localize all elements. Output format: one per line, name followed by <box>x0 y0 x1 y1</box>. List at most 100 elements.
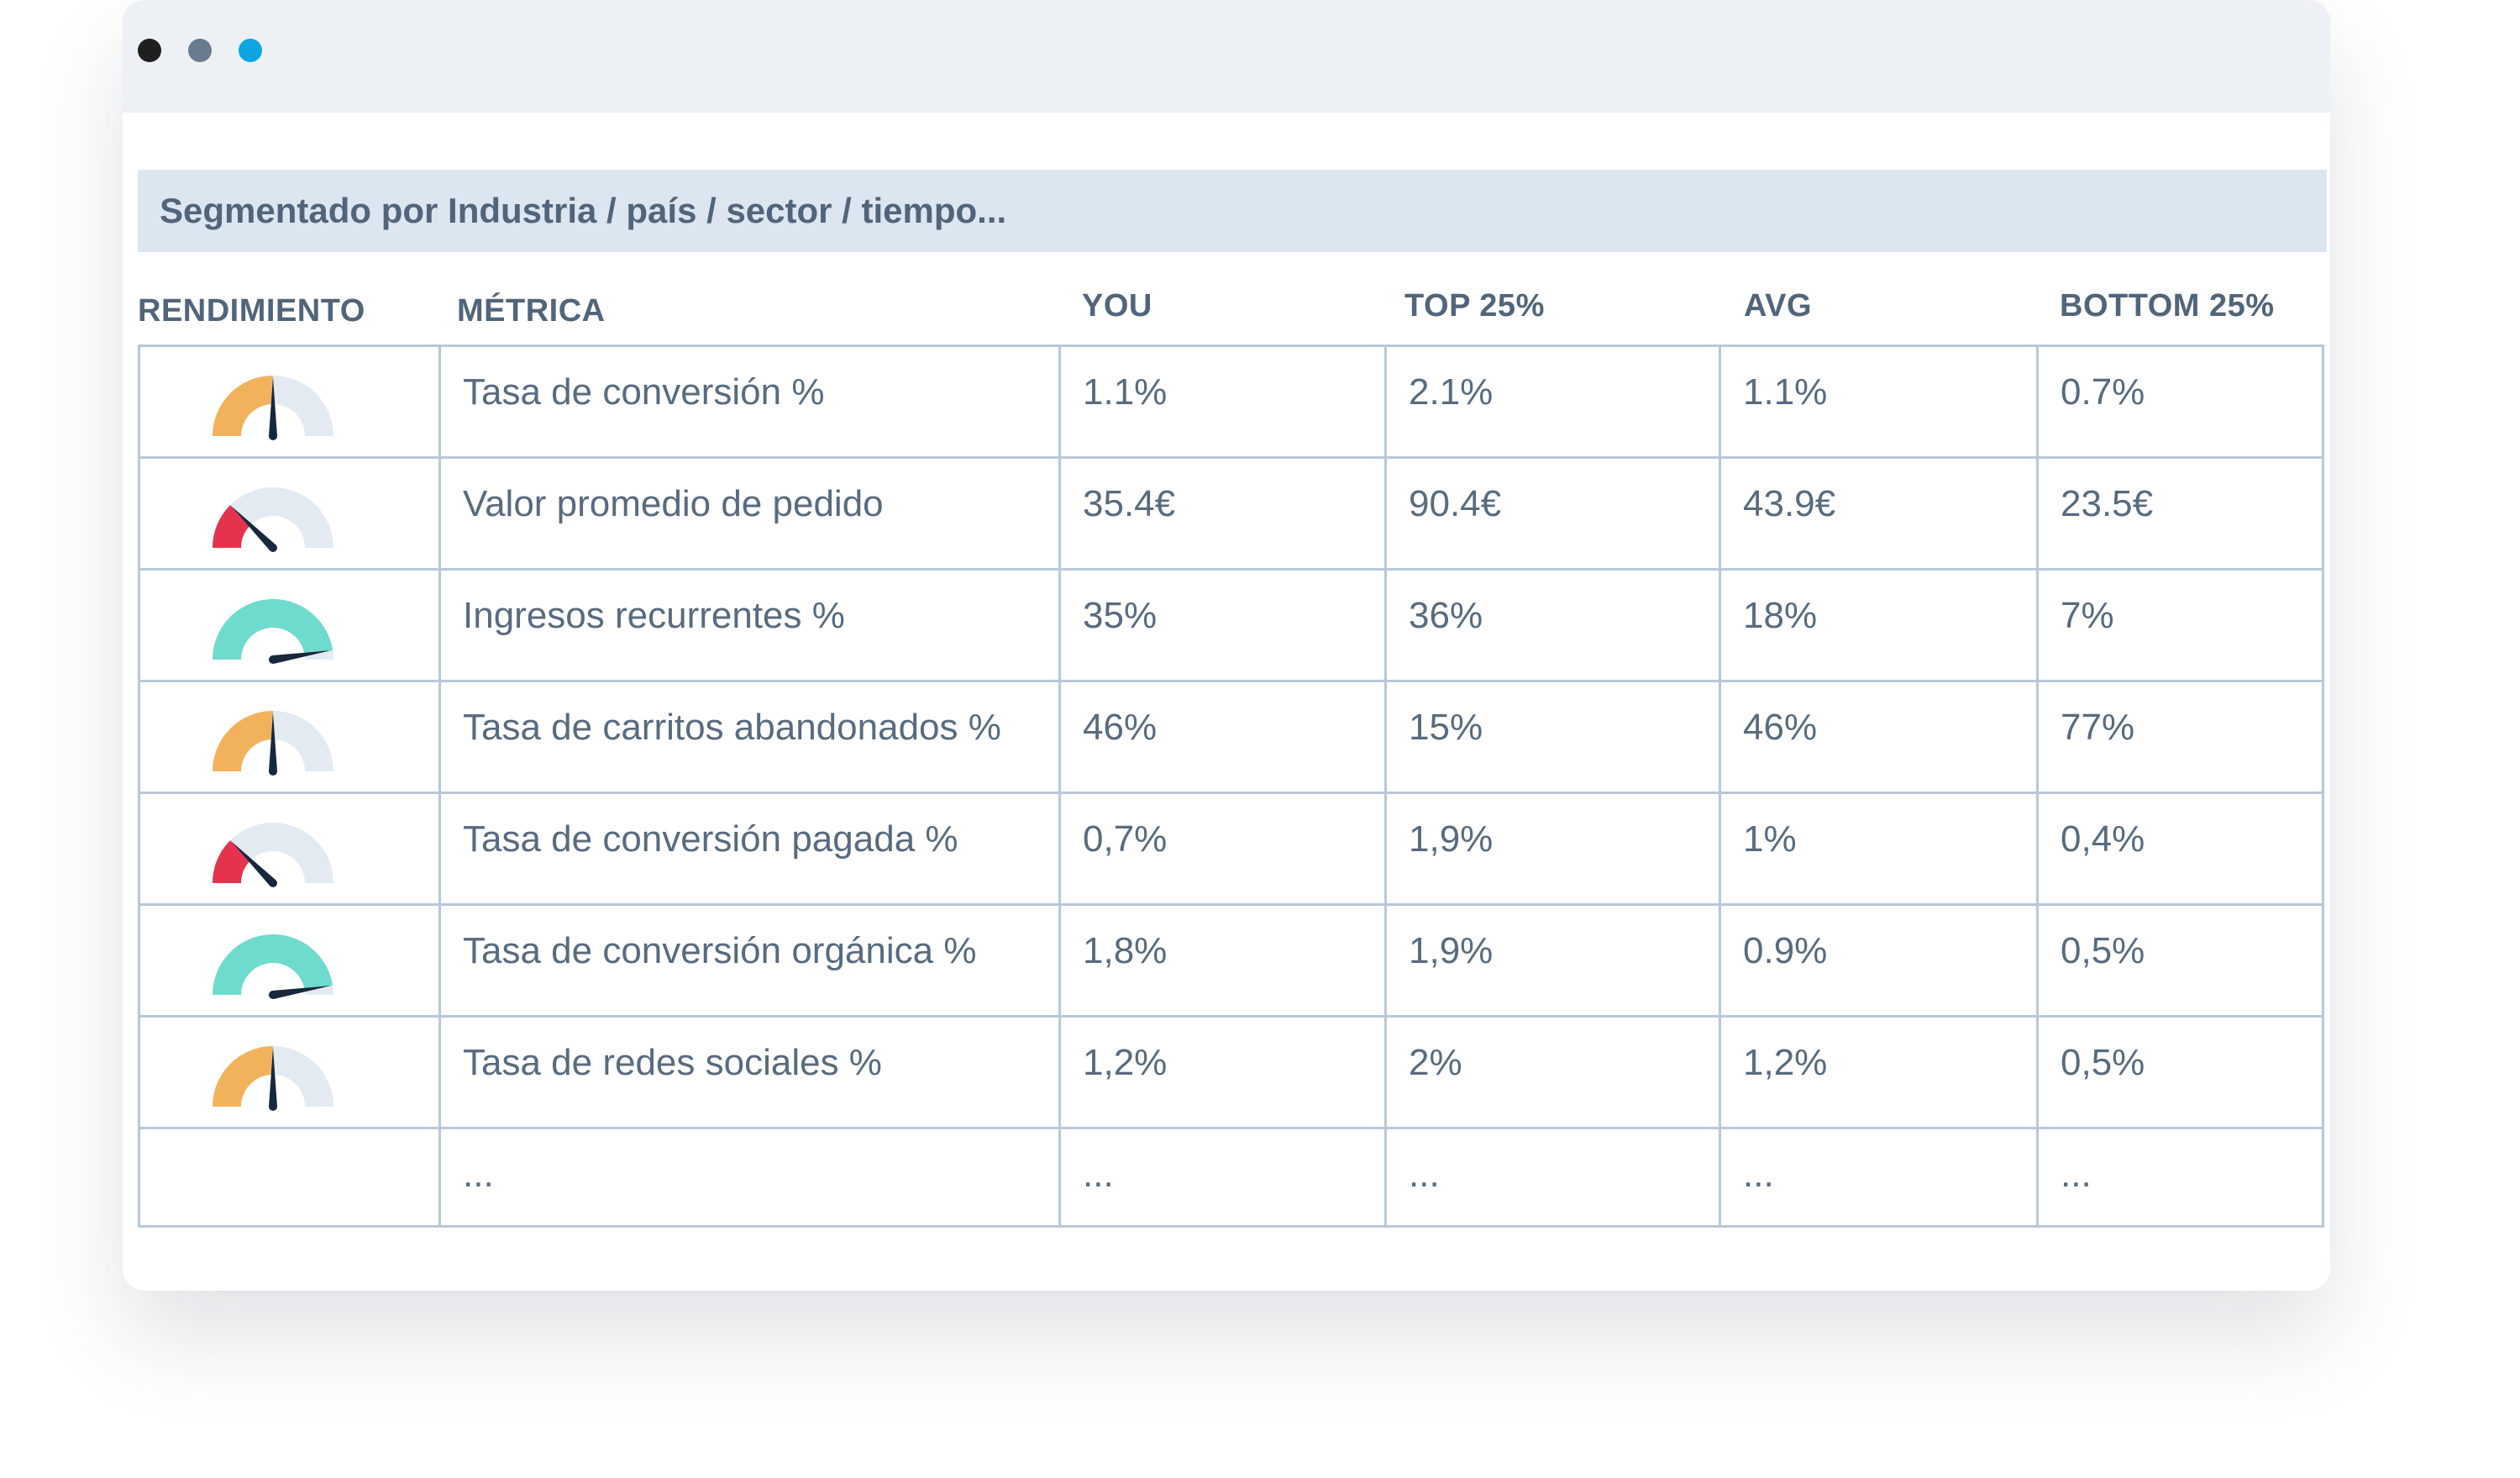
value-top25: 1,9% <box>1409 930 1494 971</box>
value-avg: 18% <box>1743 595 1818 636</box>
metric-label: Tasa de conversión pagada % <box>463 818 958 860</box>
metric-label: Tasa de conversión % <box>463 371 825 413</box>
cell-top25: 2.1% <box>1384 345 1721 459</box>
column-header-you: YOU <box>1082 288 1152 323</box>
value-you: 35.4€ <box>1083 483 1176 524</box>
table-row: Tasa de conversión % 1.1% 2.1% 1.1% 0.7% <box>138 345 2324 459</box>
benchmark-table: Tasa de conversión % 1.1% 2.1% 1.1% 0.7% Val… <box>138 345 2324 1228</box>
cell-metric: Tasa de conversión % <box>438 345 1061 459</box>
cell-avg: 1,2% <box>1719 1015 2039 1129</box>
gauge-icon <box>213 711 333 776</box>
cell-avg: 43.9€ <box>1719 456 2039 571</box>
cell-bottom25: 0,5% <box>2036 903 2324 1018</box>
performance-cell <box>138 903 441 1018</box>
cell-bottom25: 0,5% <box>2036 1015 2324 1129</box>
performance-cell <box>138 568 441 682</box>
value-bottom25: 0.7% <box>2061 371 2145 413</box>
value-top25: ... <box>1409 1154 1440 1195</box>
cell-you: 1,2% <box>1058 1015 1387 1129</box>
window-close-dot-icon[interactable] <box>138 39 161 62</box>
cell-avg: 46% <box>1719 680 2039 794</box>
value-top25: 15% <box>1409 707 1483 748</box>
value-avg: 46% <box>1743 707 1818 748</box>
cell-you: 1.1% <box>1058 345 1387 459</box>
value-avg: 1% <box>1743 818 1797 860</box>
column-header-top25: TOP 25% <box>1404 288 1545 323</box>
value-you: 1.1% <box>1083 371 1168 413</box>
performance-cell <box>138 792 441 906</box>
cell-avg: 18% <box>1719 568 2039 682</box>
performance-cell <box>138 345 441 459</box>
window-minimize-dot-icon[interactable] <box>188 39 212 62</box>
column-header-metrica: MÉTRICA <box>457 293 606 329</box>
cell-bottom25: 7% <box>2036 568 2324 682</box>
cell-metric: ... <box>438 1127 1061 1228</box>
cell-top25: ... <box>1384 1127 1721 1228</box>
performance-cell <box>138 456 441 571</box>
value-bottom25: 0,4% <box>2061 818 2145 860</box>
cell-avg: 0.9% <box>1719 903 2039 1018</box>
cell-bottom25: 23.5€ <box>2036 456 2324 571</box>
cell-metric: Tasa de conversión pagada % <box>438 792 1061 906</box>
value-avg: 0.9% <box>1743 930 1828 971</box>
value-you: 1,8% <box>1083 930 1168 971</box>
table-row: Tasa de redes sociales % 1,2% 2% 1,2% 0,5% <box>138 1015 2324 1129</box>
gauge-icon <box>213 487 333 552</box>
segmentation-banner[interactable]: Segmentado por Industria / país / sector… <box>138 170 2327 252</box>
column-header-rendimiento: RENDIMIENTO <box>138 293 365 329</box>
cell-avg: 1.1% <box>1719 345 2039 459</box>
table-row: Tasa de carritos abandonados % 46% 15% 46% 7… <box>138 680 2324 794</box>
gauge-icon <box>213 376 333 440</box>
cell-top25: 90.4€ <box>1384 456 1721 571</box>
value-avg: 1.1% <box>1743 371 1828 413</box>
value-you: 46% <box>1083 707 1158 748</box>
cell-metric: Tasa de carritos abandonados % <box>438 680 1061 794</box>
value-you: 0,7% <box>1083 818 1168 860</box>
performance-cell <box>138 1127 441 1228</box>
cell-you: 46% <box>1058 680 1387 794</box>
performance-cell <box>138 1015 441 1129</box>
table-row: Ingresos recurrentes % 35% 36% 18% 7% <box>138 568 2324 682</box>
value-you: ... <box>1083 1154 1114 1195</box>
cell-you: 35.4€ <box>1058 456 1387 571</box>
cell-top25: 1,9% <box>1384 903 1721 1018</box>
gauge-icon <box>213 1046 333 1111</box>
value-bottom25: 0,5% <box>2061 1042 2145 1083</box>
cell-bottom25: 0,4% <box>2036 792 2324 906</box>
value-top25: 1,9% <box>1409 818 1494 860</box>
cell-avg: ... <box>1719 1127 2039 1228</box>
cell-bottom25: ... <box>2036 1127 2324 1228</box>
value-bottom25: 7% <box>2061 595 2114 636</box>
table-row: ............... <box>138 1127 2324 1228</box>
column-header-avg: AVG <box>1744 288 1813 323</box>
metric-label: Tasa de carritos abandonados % <box>463 707 1001 748</box>
value-avg: 43.9€ <box>1743 483 1836 524</box>
cell-you: 0,7% <box>1058 792 1387 906</box>
cell-top25: 36% <box>1384 568 1721 682</box>
cell-top25: 1,9% <box>1384 792 1721 906</box>
value-you: 35% <box>1083 595 1158 636</box>
value-bottom25: 0,5% <box>2061 930 2145 971</box>
metric-label: Valor promedio de pedido <box>463 483 884 524</box>
cell-you: ... <box>1058 1127 1387 1228</box>
value-top25: 36% <box>1409 595 1483 636</box>
table-row: Valor promedio de pedido 35.4€ 90.4€ 43.9€ 2… <box>138 456 2324 571</box>
table-row: Tasa de conversión orgánica % 1,8% 1,9% 0.9… <box>138 903 2324 1018</box>
metric-label: Ingresos recurrentes % <box>463 595 845 636</box>
value-bottom25: ... <box>2061 1154 2092 1195</box>
value-top25: 2% <box>1409 1042 1462 1083</box>
value-you: 1,2% <box>1083 1042 1168 1083</box>
cell-metric: Tasa de conversión orgánica % <box>438 903 1061 1018</box>
window-maximize-dot-icon[interactable] <box>239 39 262 62</box>
value-top25: 2.1% <box>1409 371 1494 413</box>
value-bottom25: 77% <box>2061 707 2135 748</box>
cell-you: 35% <box>1058 568 1387 682</box>
value-avg: ... <box>1743 1154 1774 1195</box>
gauge-icon <box>213 934 333 999</box>
gauge-icon <box>213 599 333 664</box>
metric-label: Tasa de conversión orgánica % <box>463 930 977 971</box>
performance-cell <box>138 680 441 794</box>
metric-label: Tasa de redes sociales % <box>463 1042 882 1083</box>
metric-label: ... <box>463 1154 494 1195</box>
value-bottom25: 23.5€ <box>2061 483 2154 524</box>
